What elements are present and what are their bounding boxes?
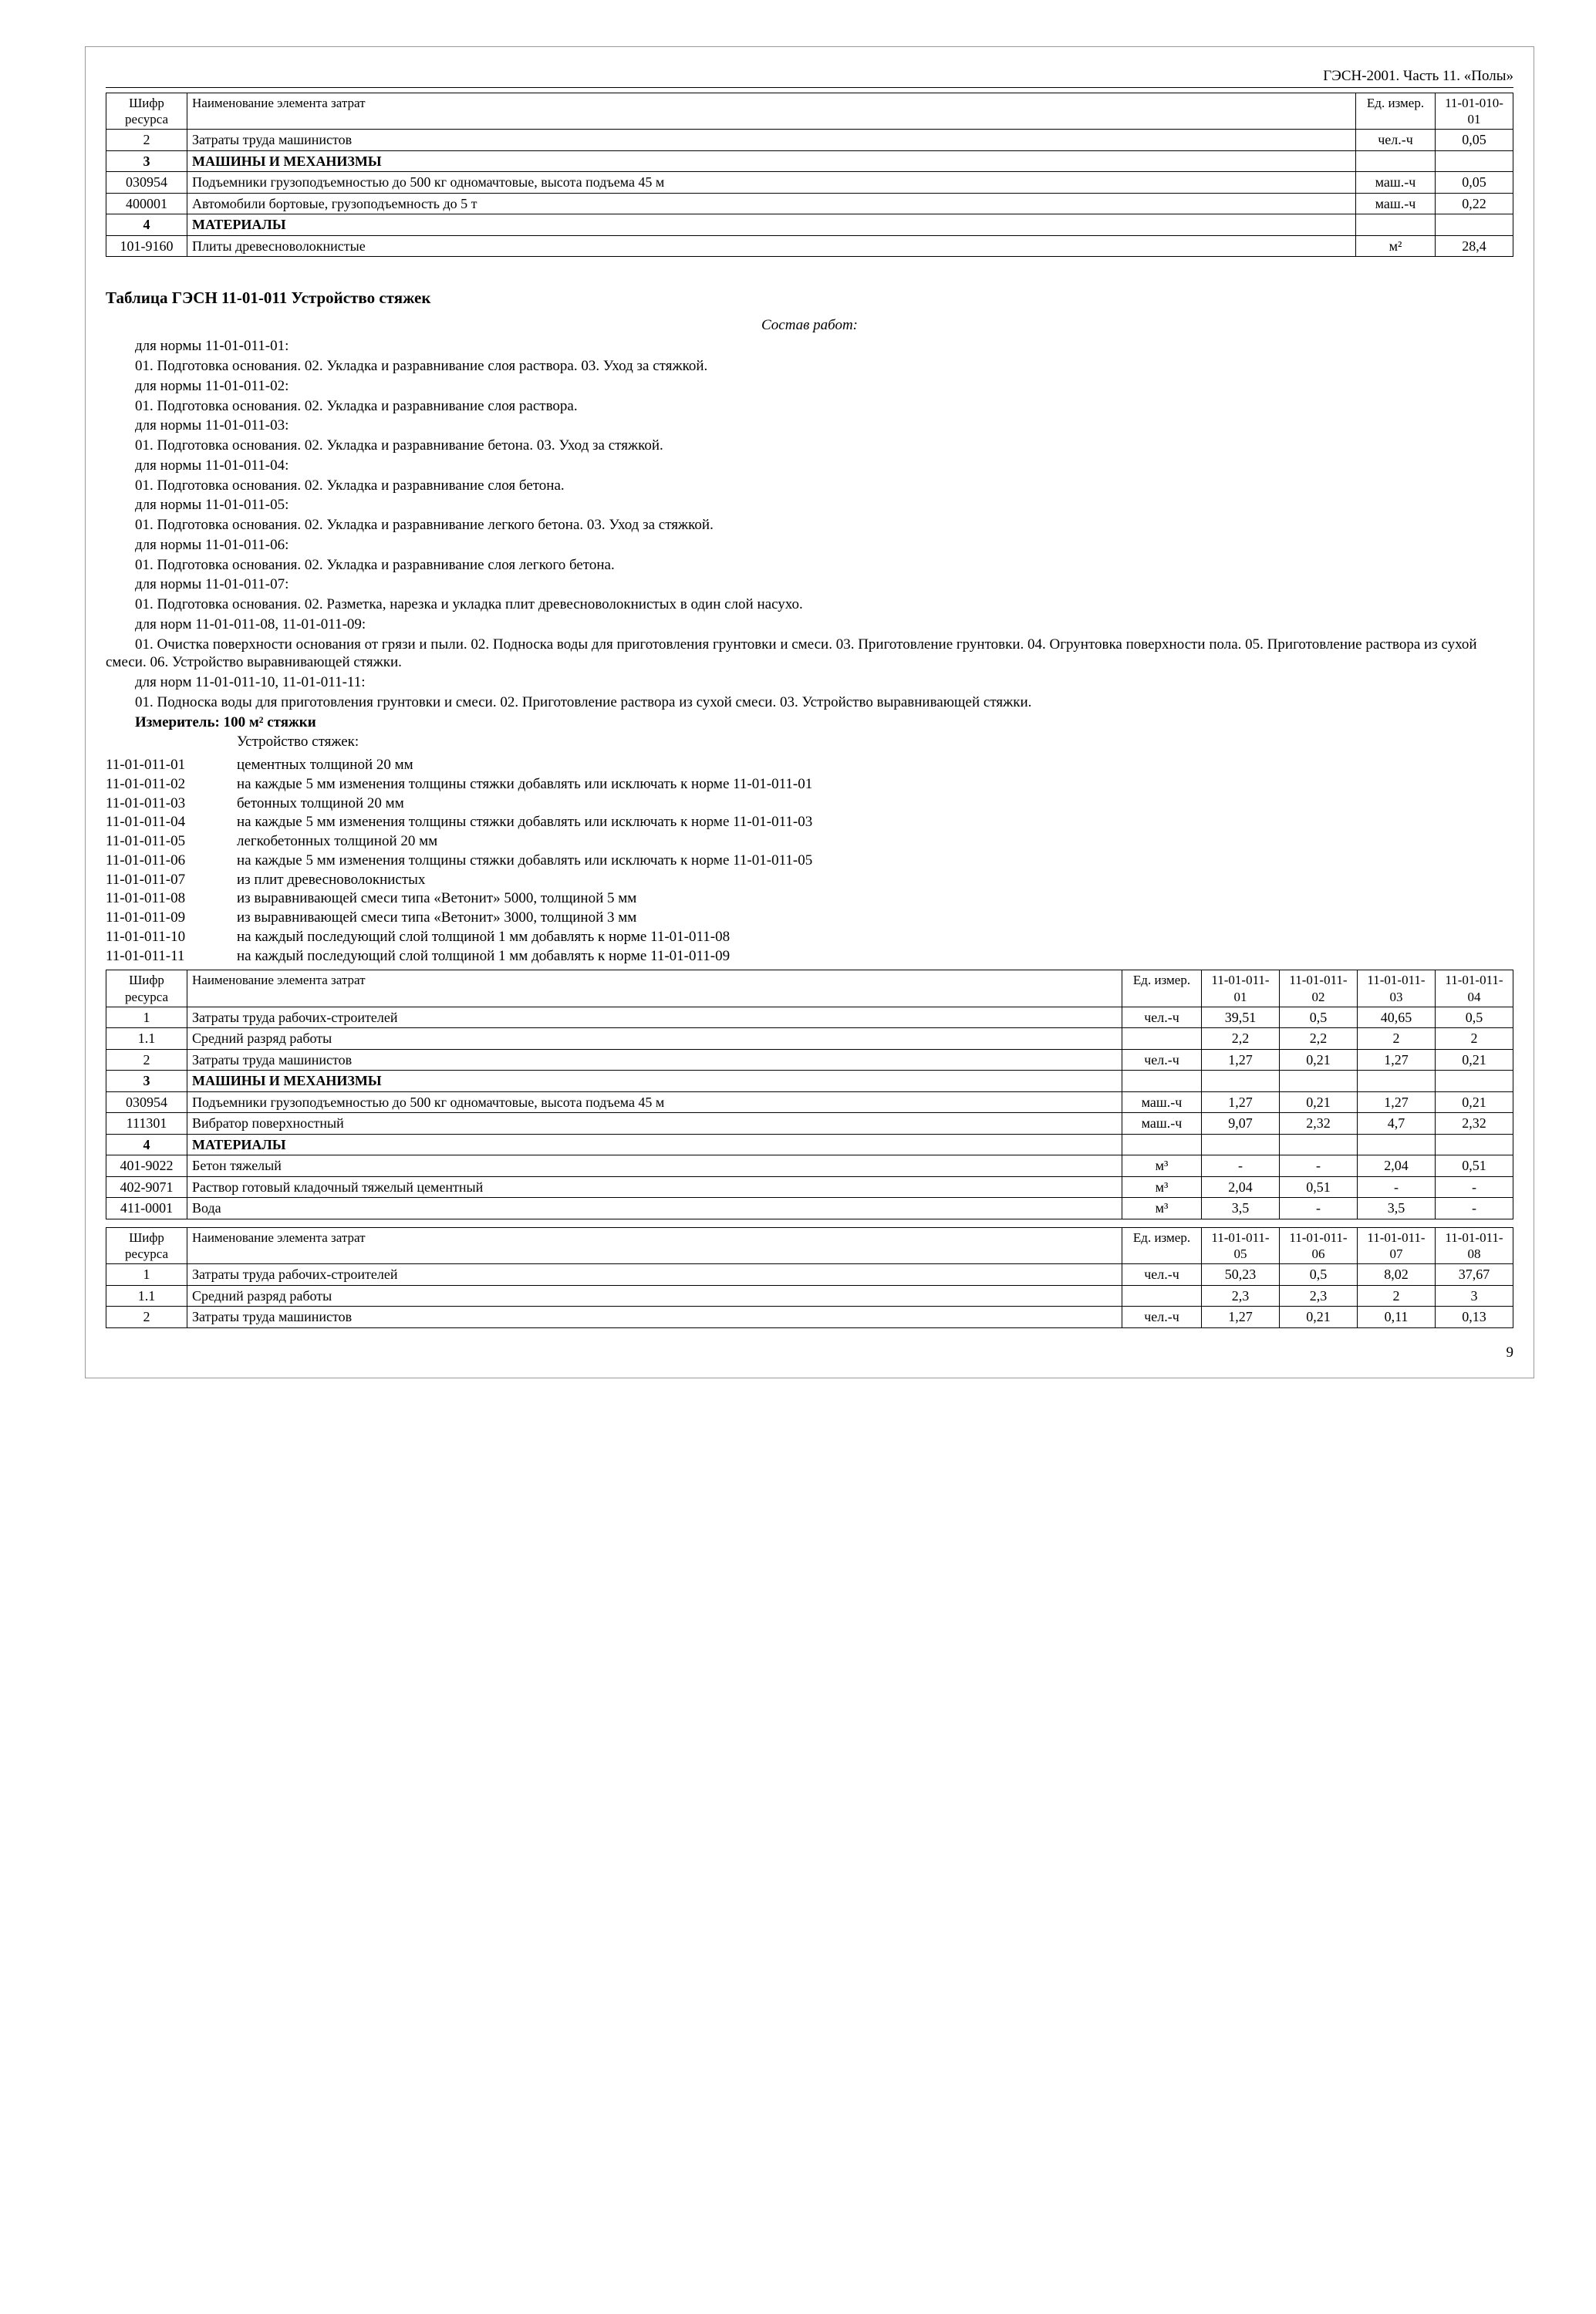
item-code: 11-01-011-02	[106, 775, 237, 794]
norm-label-10-11: для норм 11-01-011-10, 11-01-011-11:	[106, 673, 1513, 692]
t3-h0: Шифр ресурса	[106, 1227, 187, 1264]
norm-label: для нормы 11-01-011-04:	[106, 457, 1513, 475]
list-item: 11-01-011-11на каждый последующий слой т…	[106, 947, 1513, 966]
norm-text: 01. Подготовка основания. 02. Укладка и …	[106, 516, 1513, 535]
list-item: 11-01-011-02на каждые 5 мм изменения тол…	[106, 775, 1513, 794]
t1-h3: 11-01-010-01	[1436, 93, 1513, 130]
table-row: 4МАТЕРИАЛЫ	[106, 1134, 1513, 1155]
t1-h2: Ед. измер.	[1356, 93, 1436, 130]
list-item: 11-01-011-05легкобетонных толщиной 20 мм	[106, 832, 1513, 851]
item-desc: цементных толщиной 20 мм	[237, 756, 1513, 774]
table-resources-011b: Шифр ресурса Наименование элемента затра…	[106, 1227, 1513, 1328]
item-code: 11-01-011-10	[106, 928, 237, 946]
list-title: Устройство стяжек:	[106, 733, 1513, 751]
norm-text: 01. Подготовка основания. 02. Разметка, …	[106, 595, 1513, 614]
t2-h3: 11-01-011-01	[1202, 970, 1280, 1007]
t1-h0: Шифр ресурса	[106, 93, 187, 130]
item-code: 11-01-011-09	[106, 909, 237, 927]
table-row: 2Затраты труда машинистовчел.-ч1,270,211…	[106, 1049, 1513, 1071]
t2-h1: Наименование элемента затрат	[187, 970, 1122, 1007]
table-row: 030954Подъемники грузоподъемностью до 50…	[106, 172, 1513, 194]
table-row: 401-9022Бетон тяжелыйм³--2,040,51	[106, 1155, 1513, 1177]
item-code: 11-01-011-11	[106, 947, 237, 966]
page-number: 9	[106, 1344, 1513, 1362]
norm-text: 01. Подготовка основания. 02. Укладка и …	[106, 357, 1513, 376]
table-row: 2Затраты труда машинистовчел.-ч0,05	[106, 130, 1513, 151]
t2-h6: 11-01-011-04	[1436, 970, 1513, 1007]
norm-label: для нормы 11-01-011-05:	[106, 496, 1513, 514]
list-item: 11-01-011-01цементных толщиной 20 мм	[106, 756, 1513, 774]
item-desc: на каждый последующий слой толщиной 1 мм…	[237, 947, 1513, 966]
item-desc: из плит древесноволокнистых	[237, 871, 1513, 889]
norm-label: для нормы 11-01-011-01:	[106, 337, 1513, 356]
section-title: Таблица ГЭСН 11-01-011 Устройство стяжек	[106, 288, 1513, 308]
table-row: 1.1Средний разряд работы2,32,323	[106, 1285, 1513, 1307]
item-code: 11-01-011-03	[106, 794, 237, 813]
list-item: 11-01-011-03бетонных толщиной 20 мм	[106, 794, 1513, 813]
item-desc: из выравнивающей смеси типа «Ветонит» 50…	[237, 889, 1513, 908]
item-code: 11-01-011-01	[106, 756, 237, 774]
item-code: 11-01-011-06	[106, 852, 237, 870]
table-row: 1.1Средний разряд работы2,22,222	[106, 1028, 1513, 1050]
t3-h5: 11-01-011-07	[1358, 1227, 1436, 1264]
norm-label: для нормы 11-01-011-03:	[106, 417, 1513, 435]
t1-h1: Наименование элемента затрат	[187, 93, 1356, 130]
item-desc: легкобетонных толщиной 20 мм	[237, 832, 1513, 851]
item-code: 11-01-011-04	[106, 813, 237, 831]
table-resources-010: Шифр ресурса Наименование элемента затра…	[106, 93, 1513, 258]
page-running-header: ГЭСН-2001. Часть 11. «Полы»	[106, 67, 1513, 88]
item-code: 11-01-011-07	[106, 871, 237, 889]
item-desc: на каждые 5 мм изменения толщины стяжки …	[237, 775, 1513, 794]
t3-h6: 11-01-011-08	[1436, 1227, 1513, 1264]
item-code: 11-01-011-05	[106, 832, 237, 851]
t3-h3: 11-01-011-05	[1202, 1227, 1280, 1264]
t2-h4: 11-01-011-02	[1280, 970, 1358, 1007]
table-row: 101-9160Плиты древесноволокнистыем²28,4	[106, 235, 1513, 257]
norm-text-08-09: 01. Очистка поверхности основания от гря…	[106, 636, 1513, 673]
item-desc: бетонных толщиной 20 мм	[237, 794, 1513, 813]
table-row: 111301Вибратор поверхностныймаш.-ч9,072,…	[106, 1113, 1513, 1135]
norm-text: 01. Подготовка основания. 02. Укладка и …	[106, 437, 1513, 455]
sostav-rabot-label: Состав работ:	[106, 316, 1513, 335]
norm-text-10-11: 01. Подноска воды для приготовления грун…	[106, 693, 1513, 712]
table-row: 3МАШИНЫ И МЕХАНИЗМЫ	[106, 1071, 1513, 1092]
item-desc: из выравнивающей смеси типа «Ветонит» 30…	[237, 909, 1513, 927]
table-row: 1Затраты труда рабочих-строителейчел.-ч5…	[106, 1264, 1513, 1286]
item-desc: на каждые 5 мм изменения толщины стяжки …	[237, 852, 1513, 870]
item-desc: на каждые 5 мм изменения толщины стяжки …	[237, 813, 1513, 831]
measure-line: Измеритель: 100 м² стяжки	[106, 713, 1513, 732]
table-resources-011a: Шифр ресурса Наименование элемента затра…	[106, 970, 1513, 1219]
table-row: 411-0001Водам³3,5-3,5-	[106, 1198, 1513, 1219]
table-row: 4МАТЕРИАЛЫ	[106, 214, 1513, 236]
list-item: 11-01-011-10на каждый последующий слой т…	[106, 928, 1513, 946]
table-row: 2Затраты труда машинистовчел.-ч1,270,210…	[106, 1307, 1513, 1328]
table-row: 402-9071Раствор готовый кладочный тяжелы…	[106, 1176, 1513, 1198]
list-item: 11-01-011-09из выравнивающей смеси типа …	[106, 909, 1513, 927]
table-row: 1Затраты труда рабочих-строителейчел.-ч3…	[106, 1007, 1513, 1028]
list-item: 11-01-011-04на каждые 5 мм изменения тол…	[106, 813, 1513, 831]
norm-label: для нормы 11-01-011-02:	[106, 377, 1513, 396]
t2-h2: Ед. измер.	[1122, 970, 1202, 1007]
t3-h4: 11-01-011-06	[1280, 1227, 1358, 1264]
item-code: 11-01-011-08	[106, 889, 237, 908]
t2-h0: Шифр ресурса	[106, 970, 187, 1007]
norm-text: 01. Подготовка основания. 02. Укладка и …	[106, 556, 1513, 575]
t3-h1: Наименование элемента затрат	[187, 1227, 1122, 1264]
norm-text: 01. Подготовка основания. 02. Укладка и …	[106, 397, 1513, 416]
norm-label-08-09: для норм 11-01-011-08, 11-01-011-09:	[106, 616, 1513, 634]
norm-label: для нормы 11-01-011-06:	[106, 536, 1513, 555]
t3-h2: Ед. измер.	[1122, 1227, 1202, 1264]
table-row: 3МАШИНЫ И МЕХАНИЗМЫ	[106, 150, 1513, 172]
norm-label: для нормы 11-01-011-07:	[106, 575, 1513, 594]
item-desc: на каждый последующий слой толщиной 1 мм…	[237, 928, 1513, 946]
list-item: 11-01-011-06на каждые 5 мм изменения тол…	[106, 852, 1513, 870]
list-item: 11-01-011-08из выравнивающей смеси типа …	[106, 889, 1513, 908]
list-item: 11-01-011-07из плит древесноволокнистых	[106, 871, 1513, 889]
table-row: 030954Подъемники грузоподъемностью до 50…	[106, 1091, 1513, 1113]
t2-h5: 11-01-011-03	[1358, 970, 1436, 1007]
norm-text: 01. Подготовка основания. 02. Укладка и …	[106, 477, 1513, 495]
table-row: 400001Автомобили бортовые, грузоподъемно…	[106, 193, 1513, 214]
